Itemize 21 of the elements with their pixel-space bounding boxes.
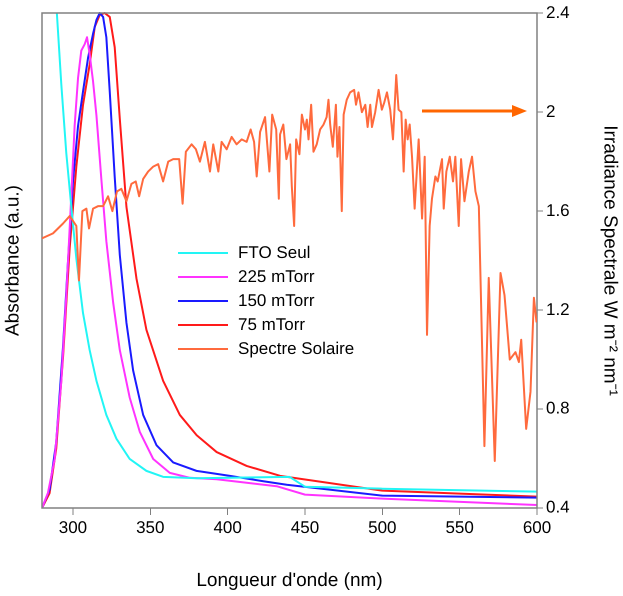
y-tick-label: 2.4: [546, 2, 570, 22]
y-tick-label: 0.4: [546, 498, 570, 517]
x-tick-label: 300: [58, 518, 88, 537]
x-axis-title: Longueur d'onde (nm): [196, 570, 383, 591]
y-axis-title: Irradiance Spectrale W m⁻² nm⁻¹: [599, 125, 620, 396]
x-tick-label: 500: [368, 518, 396, 537]
legend-label: 225 mTorr: [238, 267, 315, 287]
x-tick-label: 550: [445, 518, 474, 537]
x-tick-label: 350: [136, 518, 164, 537]
legend-label: 150 mTorr: [238, 291, 315, 311]
legend-label: FTO Seul: [238, 243, 310, 263]
legend-label: Spectre Solaire: [238, 339, 354, 359]
y-axis-title: Absorbance (a.u.): [2, 184, 24, 336]
x-tick-label: 450: [290, 518, 320, 537]
x-tick-label: 600: [522, 518, 552, 537]
y-tick-label: 1.2: [546, 300, 570, 319]
y-tick-label: 0.8: [546, 398, 570, 418]
legend-label: 75 mTorr: [238, 315, 306, 335]
x-tick-label: 400: [213, 518, 242, 537]
y-tick-label: 2: [546, 102, 556, 121]
y-tick-label: 1.6: [546, 200, 570, 220]
